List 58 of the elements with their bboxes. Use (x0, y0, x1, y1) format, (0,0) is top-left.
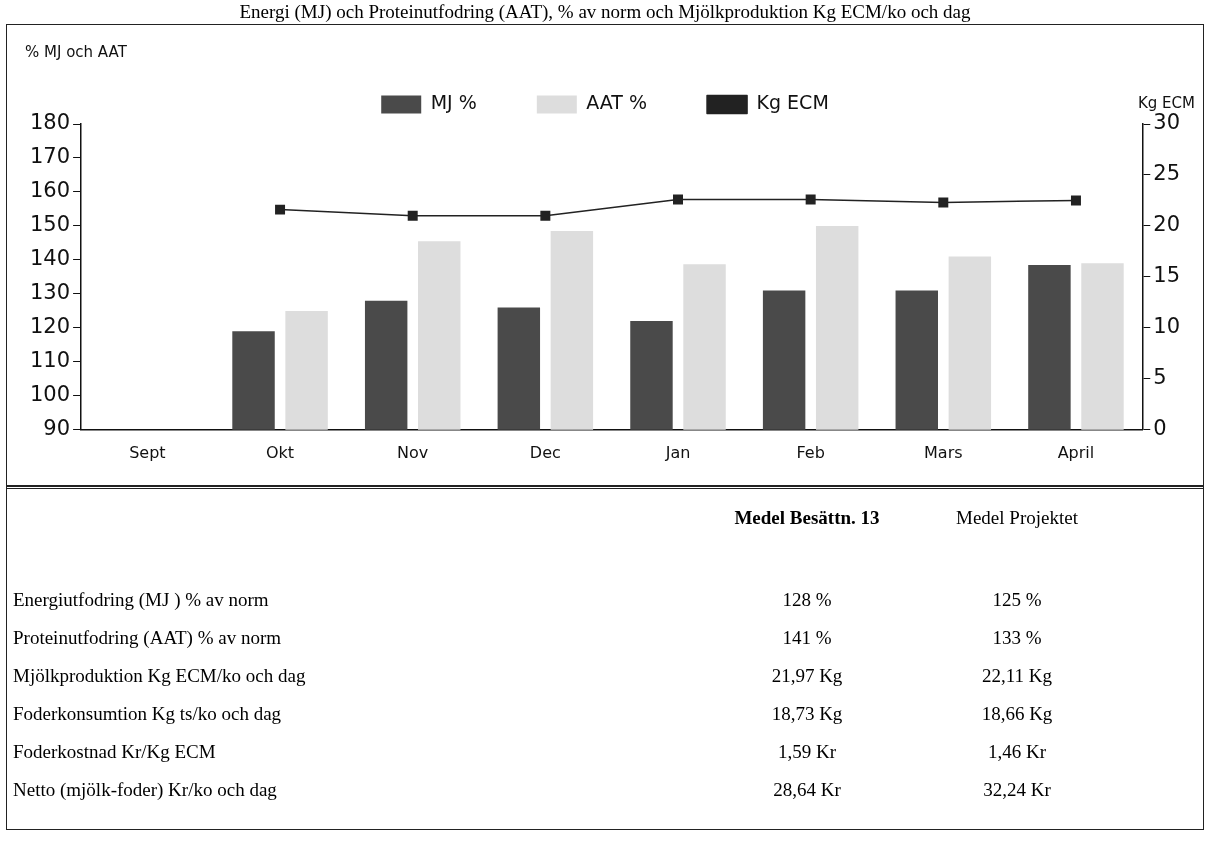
y-tick-label: 120 (29, 314, 71, 339)
text: Foderkonsumtion Kg ts/ko och dag (13, 703, 282, 725)
y-tick-label: 130 (29, 280, 71, 305)
y-tick-label: 90 (43, 416, 71, 441)
y-tick-label: 170 (29, 144, 71, 169)
y2-tick-label: 10 (1153, 314, 1181, 339)
text: 141 % (781, 627, 833, 649)
legend-label: Kg ECM (756, 91, 829, 114)
x-tick-label: Dec (529, 442, 561, 462)
text: 22,11 Kg (981, 665, 1053, 687)
x-tick-label: Jan (664, 442, 691, 462)
text: 21,97 Kg (770, 665, 844, 687)
text: 128 % (781, 589, 833, 611)
y-axis-title: % MJ och AAT (25, 43, 128, 62)
text: Proteinutfodring (AAT) % av norm (13, 627, 282, 649)
y-tick-label: 140 (29, 246, 71, 271)
text: Netto (mjölk-foder) Kr/ko och dag (13, 779, 277, 801)
text: Mjölkproduktion Kg ECM/ko och dag (13, 665, 306, 687)
x-tick-label: Okt (265, 442, 295, 462)
y2-tick-label: 25 (1153, 161, 1181, 186)
text: Energiutfodring (MJ ) % av norm (13, 589, 269, 611)
point (673, 194, 683, 205)
y-tick-label: 100 (29, 382, 71, 407)
y2-tick-label: 20 (1153, 212, 1181, 237)
text: 1,59 Kr (776, 741, 838, 763)
x-tick-label: Feb (796, 442, 825, 462)
text: 28,64 Kr (772, 779, 842, 801)
point (540, 210, 551, 221)
y-tick-label: 110 (29, 348, 71, 373)
text: 133 % (991, 627, 1043, 649)
text: Medel Projektet (955, 507, 1079, 529)
text: 125 % (991, 589, 1043, 611)
point (275, 204, 286, 215)
y-tick-label: 180 (29, 110, 71, 135)
y2-tick-label: 15 (1153, 263, 1181, 288)
x-tick-label: Mars (924, 442, 963, 462)
y2-tick-label: 5 (1153, 365, 1167, 390)
text: Medel Besättn. 13 (733, 507, 881, 529)
point (938, 197, 949, 208)
legend-label: MJ % (430, 91, 477, 114)
y-tick-label: 150 (29, 212, 71, 237)
x-tick-label: April (1057, 442, 1095, 462)
x-tick-label: Nov (397, 442, 429, 462)
point (407, 210, 418, 221)
text: 32,24 Kr (982, 779, 1052, 801)
point (1070, 195, 1081, 206)
y2-tick-label: 0 (1153, 416, 1167, 441)
text: 1,46 Kr (986, 741, 1048, 763)
text: 18,66 Kg (980, 703, 1054, 725)
point (805, 194, 816, 205)
y-tick-label: 160 (29, 178, 71, 203)
y2-tick-label: 30 (1153, 110, 1181, 135)
legend-label: AAT % (586, 91, 648, 114)
chart-title: Energi (MJ) och Proteinutfodring (AAT), % av norm och Mjölkproduktion Kg ECM/ko och dag (238, 0, 972, 24)
text: Foderkostnad Kr/Kg ECM (13, 741, 216, 763)
x-tick-label: Sept (129, 442, 166, 462)
text: 18,73 Kg (770, 703, 844, 725)
y2-axis-title: Kg ECM (1137, 94, 1195, 113)
